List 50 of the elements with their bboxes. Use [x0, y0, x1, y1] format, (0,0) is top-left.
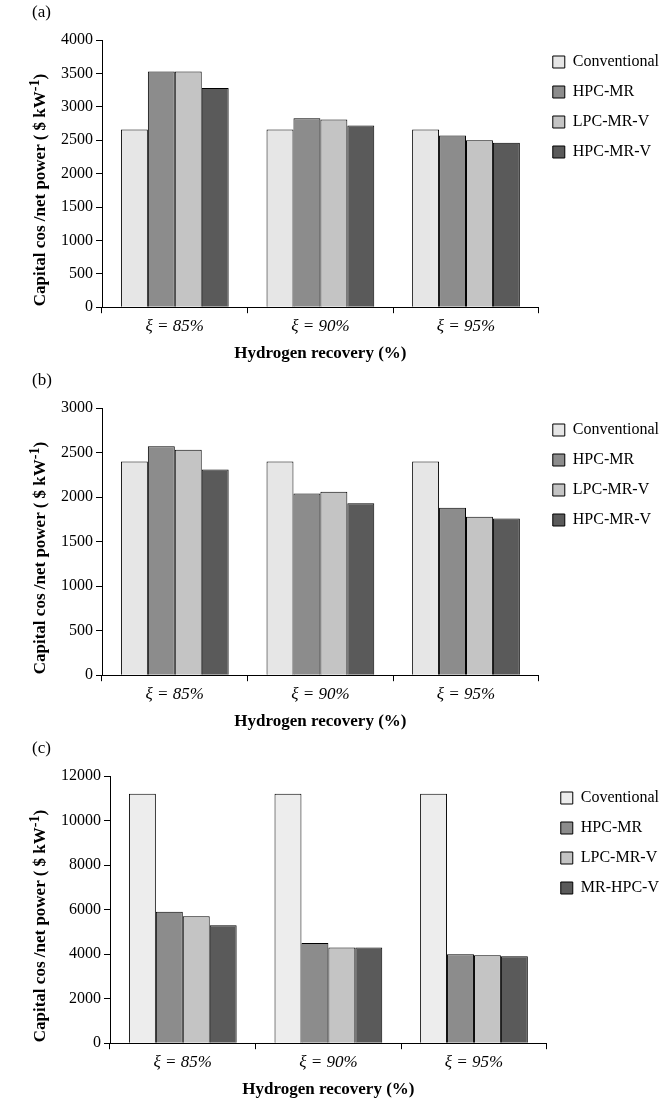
x-axis-title: Hydrogen recovery (%) [234, 711, 407, 731]
y-tick-label: 10000 [61, 810, 101, 828]
y-tick-label: 0 [85, 665, 93, 683]
legend-label: LPC-MR-V [572, 480, 650, 498]
y-tick-label: 2500 [61, 442, 93, 460]
y-tick-label: 2000 [61, 487, 93, 505]
legend-label: HPC-MR-V [572, 142, 652, 160]
y-tick-label: 500 [69, 620, 93, 638]
chart-title: (b) [32, 370, 52, 390]
chart-title: (a) [32, 2, 51, 22]
legend-label: HPC-MR [572, 82, 635, 100]
x-tick-label: ξ = 95% [436, 683, 496, 703]
legend-label: LPC-MR-V [572, 112, 650, 130]
y-tick-label: 1500 [61, 531, 93, 549]
y-tick-label: 3500 [61, 63, 93, 81]
legend-label: HPC-MR-V [572, 510, 652, 528]
legend-label: Coventional [580, 788, 660, 806]
y-tick-label: 2500 [61, 130, 93, 148]
legend-label: HPC-MR [572, 450, 635, 468]
x-tick-label: ξ = 95% [444, 1051, 504, 1071]
y-tick-label: 1000 [61, 230, 93, 248]
y-tick-label: 1000 [61, 576, 93, 594]
legend-label: HPC-MR [580, 818, 643, 836]
x-tick-label: ξ = 85% [145, 315, 205, 335]
y-tick-label: 4000 [61, 30, 93, 48]
y-tick-label: 0 [85, 297, 93, 315]
y-tick-label: 4000 [69, 944, 101, 962]
legend-label: LPC-MR-V [580, 848, 658, 866]
x-tick-label: ξ = 85% [153, 1051, 213, 1071]
y-tick-label: 0 [93, 1033, 101, 1051]
y-tick-label: 2000 [69, 988, 101, 1006]
x-tick-label: ξ = 90% [291, 683, 350, 703]
chart-title: (c) [32, 738, 51, 758]
legend-label: Conventional [572, 420, 660, 438]
legend-label: Conventional [572, 52, 660, 70]
y-tick-label: 12000 [61, 766, 101, 784]
legend-label: MR-HPC-V [580, 878, 660, 896]
y-tick-label: 6000 [69, 899, 101, 917]
y-tick-label: 8000 [69, 855, 101, 873]
x-axis-title: Hydrogen recovery (%) [242, 1079, 415, 1099]
y-tick-label: 2000 [61, 163, 93, 181]
y-tick-label: 3000 [61, 97, 93, 114]
y-tick-label: 500 [69, 264, 93, 281]
x-tick-label: ξ = 90% [299, 1051, 358, 1071]
y-tick-label: 3000 [61, 398, 93, 416]
x-axis-title: Hydrogen recovery (%) [234, 343, 407, 363]
x-tick-label: ξ = 85% [145, 683, 205, 703]
y-tick-label: 1500 [61, 197, 93, 215]
x-tick-label: ξ = 90% [291, 315, 350, 335]
x-tick-label: ξ = 95% [436, 315, 496, 335]
